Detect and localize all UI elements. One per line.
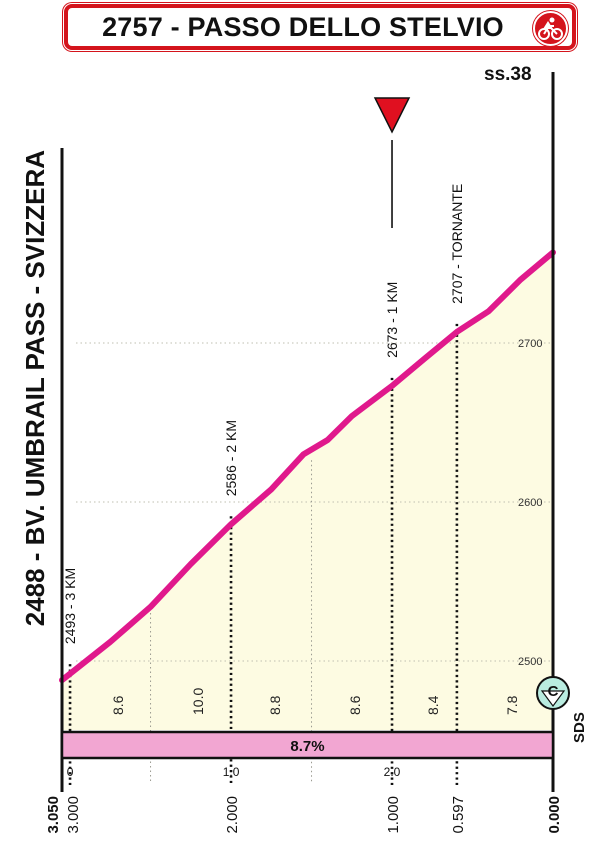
distance-to-go-label: 0.000	[546, 796, 563, 834]
road-label: ss.38	[484, 64, 532, 85]
red-triangle-flag-icon	[373, 97, 411, 134]
distance-to-go-label: 2.000	[224, 796, 241, 834]
y-tick-label: 2500	[518, 656, 542, 668]
distance-to-go-label: 3.000	[65, 796, 82, 834]
km-tick-label: 2.0	[384, 765, 401, 779]
gpm-side-label: SDS	[571, 712, 588, 743]
segment-gradient-label: 8.4	[425, 695, 441, 715]
profile-area	[62, 252, 553, 730]
distance-to-go-label: 0.597	[450, 796, 467, 834]
y-tick-label: 2600	[518, 497, 542, 509]
average-gradient-bar	[60, 730, 555, 760]
km-tick-label: 0	[67, 765, 74, 779]
segment-gradient-label: 8.6	[347, 695, 363, 715]
gpm-triangle-icon	[540, 690, 566, 708]
segment-gradient-label: 8.6	[110, 695, 126, 715]
profile-line	[59, 249, 556, 684]
waypoint-label: 2493 - 3 KM	[62, 568, 78, 644]
waypoint-label: 2586 - 2 KM	[223, 420, 239, 496]
segment-gradient-label: 8.8	[267, 695, 283, 715]
segment-gradient-label: 10.0	[190, 688, 206, 715]
waypoint-label: 2673 - 1 KM	[384, 282, 400, 358]
distance-to-go-label: 3.050	[45, 796, 62, 834]
title-box: 2757 - PASSO DELLO STELVIO	[64, 4, 576, 50]
km-tick-label: 1.0	[223, 765, 240, 779]
waypoint-label: 2707 - TORNANTE	[449, 184, 465, 304]
gpm-category-label: C	[548, 683, 559, 700]
chart-title: 2757 - PASSO DELLO STELVIO	[102, 12, 504, 42]
cyclist-badge-icon	[533, 11, 568, 46]
average-gradient-label: 8.7%	[290, 738, 324, 755]
segment-gradient-label: 7.8	[504, 695, 520, 715]
start-location-label: 2488 - BV. UMBRAIL PASS - SVIZZERA	[20, 150, 50, 627]
y-tick-label: 2700	[518, 338, 542, 350]
distance-to-go-label: 1.000	[385, 796, 402, 834]
